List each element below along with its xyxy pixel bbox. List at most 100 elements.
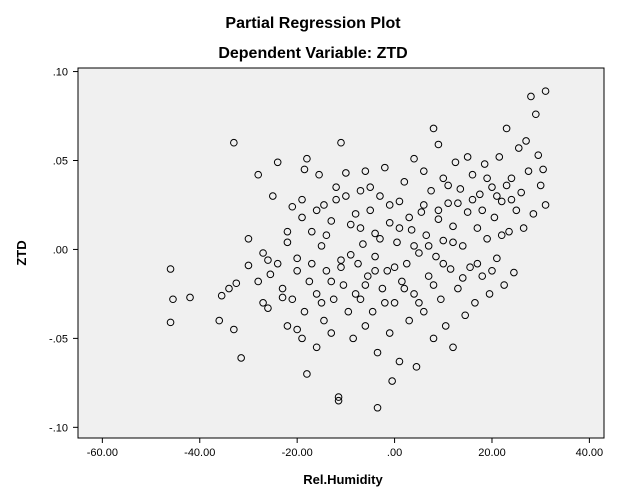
data-point [390,299,399,307]
data-point [230,325,238,334]
data-point [322,231,331,240]
data-point [376,192,384,200]
data-point [500,281,508,289]
data-point [512,206,521,215]
data-point [371,266,379,275]
data-point [437,295,445,304]
data-point [356,224,365,232]
data-point [485,290,494,298]
data-point [312,343,321,352]
data-point [429,124,438,133]
data-point [293,266,301,275]
data-point [514,144,523,152]
data-point [422,231,431,240]
chart-title: Partial Regression Plot [225,15,401,32]
data-point [395,197,404,206]
data-point [278,284,287,293]
data-point [278,293,287,302]
data-point [434,140,443,149]
data-point [385,218,394,227]
x-tick-label: .00 [387,447,402,459]
data-point [254,277,263,286]
data-point [264,256,272,264]
data-point [346,250,355,259]
data-point [337,138,345,147]
data-point [298,195,306,204]
scatter-points [166,87,550,412]
data-point [427,186,435,195]
x-tick-label: -40.00 [184,447,215,459]
data-point [463,208,472,216]
data-point [334,393,343,401]
data-point [356,186,365,195]
data-point [468,170,477,179]
data-point [359,240,367,248]
data-point [473,259,482,268]
data-point [269,192,277,200]
data-point [483,234,491,243]
data-point [217,291,226,300]
data-point [415,299,423,307]
data-point [517,188,526,197]
data-point [169,295,177,304]
data-point [349,334,357,343]
data-point [415,249,423,257]
data-point [244,261,253,270]
data-point [317,242,326,250]
y-tick-label: -.10 [49,422,68,434]
y-axis-label: ZTD [14,240,29,265]
data-point [439,236,448,245]
data-point [400,284,409,293]
data-point [322,266,331,275]
plot-area [77,67,605,439]
data-point [342,192,350,200]
data-point [327,217,336,225]
y-axis-ticks: -.10 -.05 .00 .05 .10 [49,67,78,434]
data-point [463,153,472,161]
data-point [288,202,297,211]
data-point [505,227,513,236]
data-point [471,299,479,307]
data-point [461,311,469,320]
data-point [354,259,362,268]
data-point [166,265,175,273]
data-point [371,229,379,238]
data-point [419,307,428,316]
data-point [483,174,491,183]
data-point [300,165,309,174]
data-point [366,206,375,215]
data-point [342,169,350,177]
data-point [527,92,535,101]
data-point [398,277,406,286]
data-point [266,270,275,279]
data-point [478,206,487,215]
data-point [424,272,433,280]
data-point [381,163,389,172]
y-tick-label: .10 [53,67,68,79]
data-point [368,307,377,316]
data-point [283,227,292,236]
data-point [373,348,382,357]
data-point [468,195,477,204]
data-point [237,354,245,362]
data-point [446,265,455,273]
x-tick-label: -20.00 [282,447,313,459]
data-point [337,263,345,272]
data-point [320,316,328,325]
data-point [332,183,340,191]
data-point [307,259,316,268]
data-point [507,174,516,183]
data-point [244,234,253,243]
data-point [524,167,533,175]
data-point [225,284,233,293]
data-point [454,284,462,293]
data-point [410,154,418,163]
data-point [510,268,518,277]
data-point [444,181,452,190]
data-point [495,153,504,161]
data-point [417,208,426,216]
data-point [378,284,387,293]
data-point [541,87,550,95]
data-point [407,226,416,234]
data-point [439,174,448,183]
